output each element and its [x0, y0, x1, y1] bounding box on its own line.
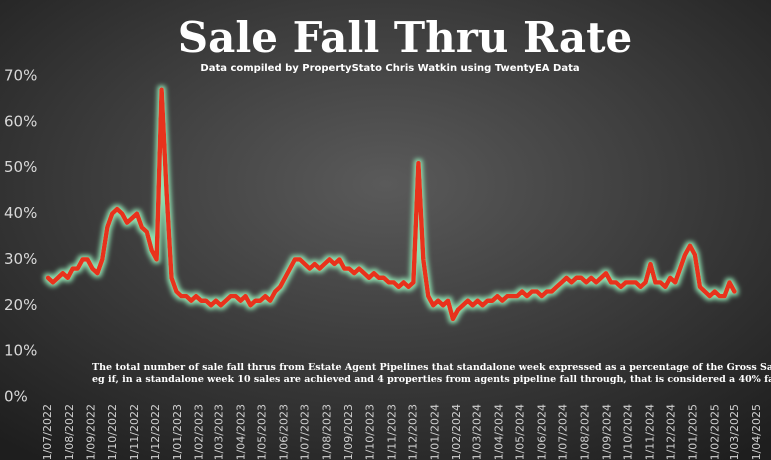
annotation: The total number of sale fall thrus from…	[92, 362, 771, 373]
x-tick-label: 11/07/2024	[557, 404, 570, 460]
x-tick-label: 11/11/2024	[643, 404, 656, 460]
chart-subtitle: Data compiled by PropertyStato Chris Wat…	[200, 63, 579, 74]
x-tick-label: 11/02/2025	[708, 404, 721, 460]
x-tick-label: 11/12/2024	[665, 404, 678, 460]
y-tick-label: 70%	[4, 67, 37, 85]
y-tick-label: 20%	[4, 296, 37, 314]
x-tick-label: 11/09/2024	[600, 404, 613, 460]
x-tick-label: 11/07/2023	[298, 404, 311, 460]
line	[45, 87, 737, 322]
x-tick-label: 11/09/2023	[342, 404, 355, 460]
y-tick-label: 30%	[4, 250, 37, 268]
x-tick-label: 11/02/2024	[450, 404, 463, 460]
x-tick-label: 11/08/2024	[579, 404, 592, 460]
x-tick-label: 11/08/2023	[320, 404, 333, 460]
x-tick-label: 11/06/2024	[536, 404, 549, 460]
x-tick-label: 11/03/2023	[212, 404, 225, 460]
y-tick-label: 40%	[4, 204, 37, 222]
x-tick-label: 11/09/2022	[85, 404, 98, 460]
x-tick-label: 11/11/2022	[128, 404, 141, 460]
x-tick-label: 11/10/2023	[363, 404, 376, 460]
x-tick-label: 11/04/2025	[750, 404, 763, 460]
x-tick-label: 11/12/2023	[406, 404, 419, 460]
y-tick-label: 60%	[4, 112, 37, 130]
x-tick-label: 11/05/2024	[514, 404, 527, 460]
x-tick-label: 11/07/2022	[41, 404, 54, 460]
x-tick-label: 11/12/2022	[149, 404, 162, 460]
x-tick-label: 11/06/2023	[277, 404, 290, 460]
y-tick-label: 50%	[4, 158, 37, 176]
x-tick-label: 11/08/2022	[63, 404, 76, 460]
x-tick-label: 11/04/2024	[493, 404, 506, 460]
chart-title: Sale Fall Thru Rate	[178, 13, 632, 62]
x-tick-label: 11/10/2022	[106, 404, 119, 460]
x-tick-label: 11/03/2025	[728, 404, 741, 460]
x-tick-label: 11/10/2024	[622, 404, 635, 460]
x-tick-label: 11/11/2023	[385, 404, 398, 460]
x-tick-label: 11/01/2025	[687, 404, 700, 460]
annotation: eg if, in a standalone week 10 sales are…	[92, 374, 771, 385]
x-tick-label: 11/01/2023	[171, 404, 184, 460]
x-tick-label: 11/01/2024	[428, 404, 441, 460]
x-tick-label: 11/02/2023	[193, 404, 206, 460]
y-tick-label: 10%	[4, 342, 37, 360]
x-tick-label: 11/04/2023	[234, 404, 247, 460]
x-tick-label: 11/03/2024	[471, 404, 484, 460]
y-tick-label: 0%	[4, 388, 28, 406]
x-tick-label: 11/05/2023	[255, 404, 268, 460]
